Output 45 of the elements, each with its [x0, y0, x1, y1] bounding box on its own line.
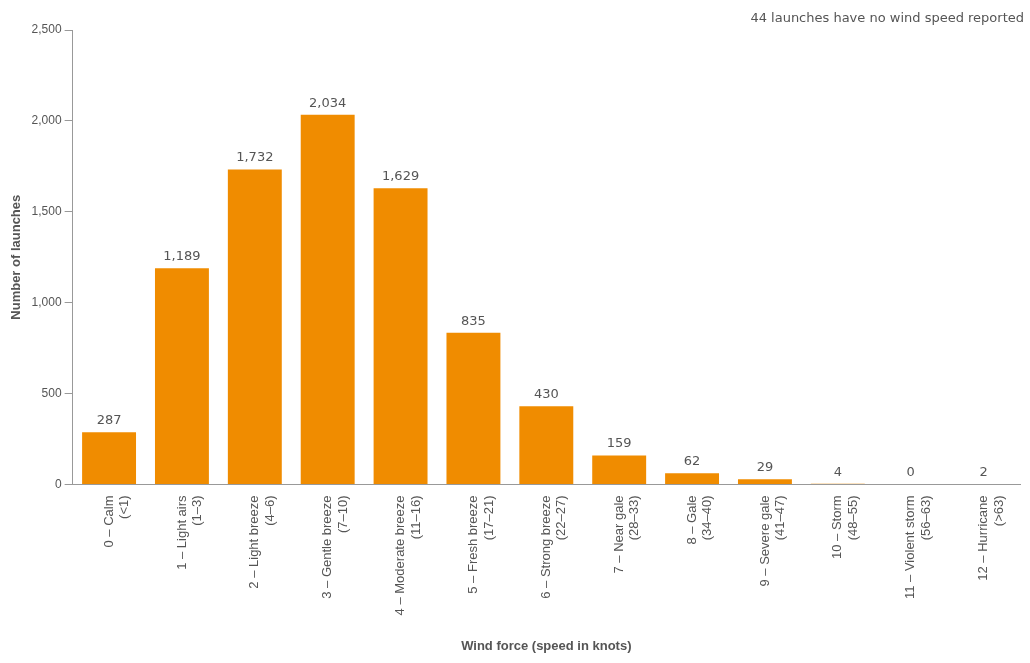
bar	[154, 268, 209, 484]
data-label: 2,034	[309, 94, 347, 110]
data-label: 430	[533, 386, 559, 402]
data-label: 0	[906, 464, 915, 480]
data-label: 835	[461, 312, 486, 328]
y-tick-label: 1,000	[31, 294, 62, 309]
x-tick-label: 6 – Strong breeze (22–27)	[537, 495, 569, 599]
x-tick-label: 7 – Near gale (28–33)	[610, 495, 642, 574]
bar	[446, 332, 501, 484]
data-label: 29	[756, 459, 774, 475]
x-tick-label: 10 – Storm (48–55)	[829, 495, 860, 560]
data-label: 1,629	[381, 168, 420, 184]
y-axis-title: Number of launches	[8, 194, 24, 320]
x-tick-label: 8 – Gale (34–40)	[683, 495, 715, 545]
data-label: 4	[833, 463, 842, 479]
x-tick-label: 1 – Light airs (1–3)	[173, 494, 205, 570]
bar	[665, 473, 720, 484]
x-tick-label: 12 – Hurricane (>63)	[975, 495, 1006, 581]
x-tick-label: 5 – Fresh breeze (17–21)	[465, 495, 496, 594]
x-tick-label: 0 – Calm (<1)	[100, 495, 132, 548]
data-label: 2	[979, 463, 988, 479]
bar	[227, 169, 282, 484]
bar	[737, 479, 792, 484]
bar	[592, 455, 647, 484]
y-tick-label: 1,500	[31, 204, 62, 219]
bar	[373, 188, 428, 484]
x-axis-title: Wind force (speed in knots)	[461, 637, 632, 653]
y-tick-label: 500	[41, 385, 62, 400]
data-label: 287	[96, 412, 122, 428]
x-tick-label: 3 – Gentle breeze (7–10)	[319, 495, 350, 599]
x-tick-label: 11 – Violent storm (56–63)	[902, 495, 933, 600]
x-tick-label: 2 – Light breeze (4–6)	[246, 495, 277, 589]
bar	[300, 114, 355, 484]
y-tick-label: 2,500	[31, 22, 62, 37]
x-tick-label: 9 – Severe gale (41–47)	[756, 495, 788, 587]
data-label: 62	[683, 453, 701, 469]
data-label: 1,732	[236, 149, 274, 165]
text: 44 launches have no wind speed reported	[750, 10, 1024, 25]
bar	[82, 432, 137, 484]
x-tick-label: 4 – Moderate breeze (11–16)	[392, 495, 423, 616]
data-label: 159	[606, 435, 632, 451]
data-label: 1,189	[163, 248, 201, 264]
bar	[519, 406, 574, 484]
y-tick-label: 2,000	[31, 113, 62, 128]
y-tick-label: 0	[54, 476, 62, 491]
